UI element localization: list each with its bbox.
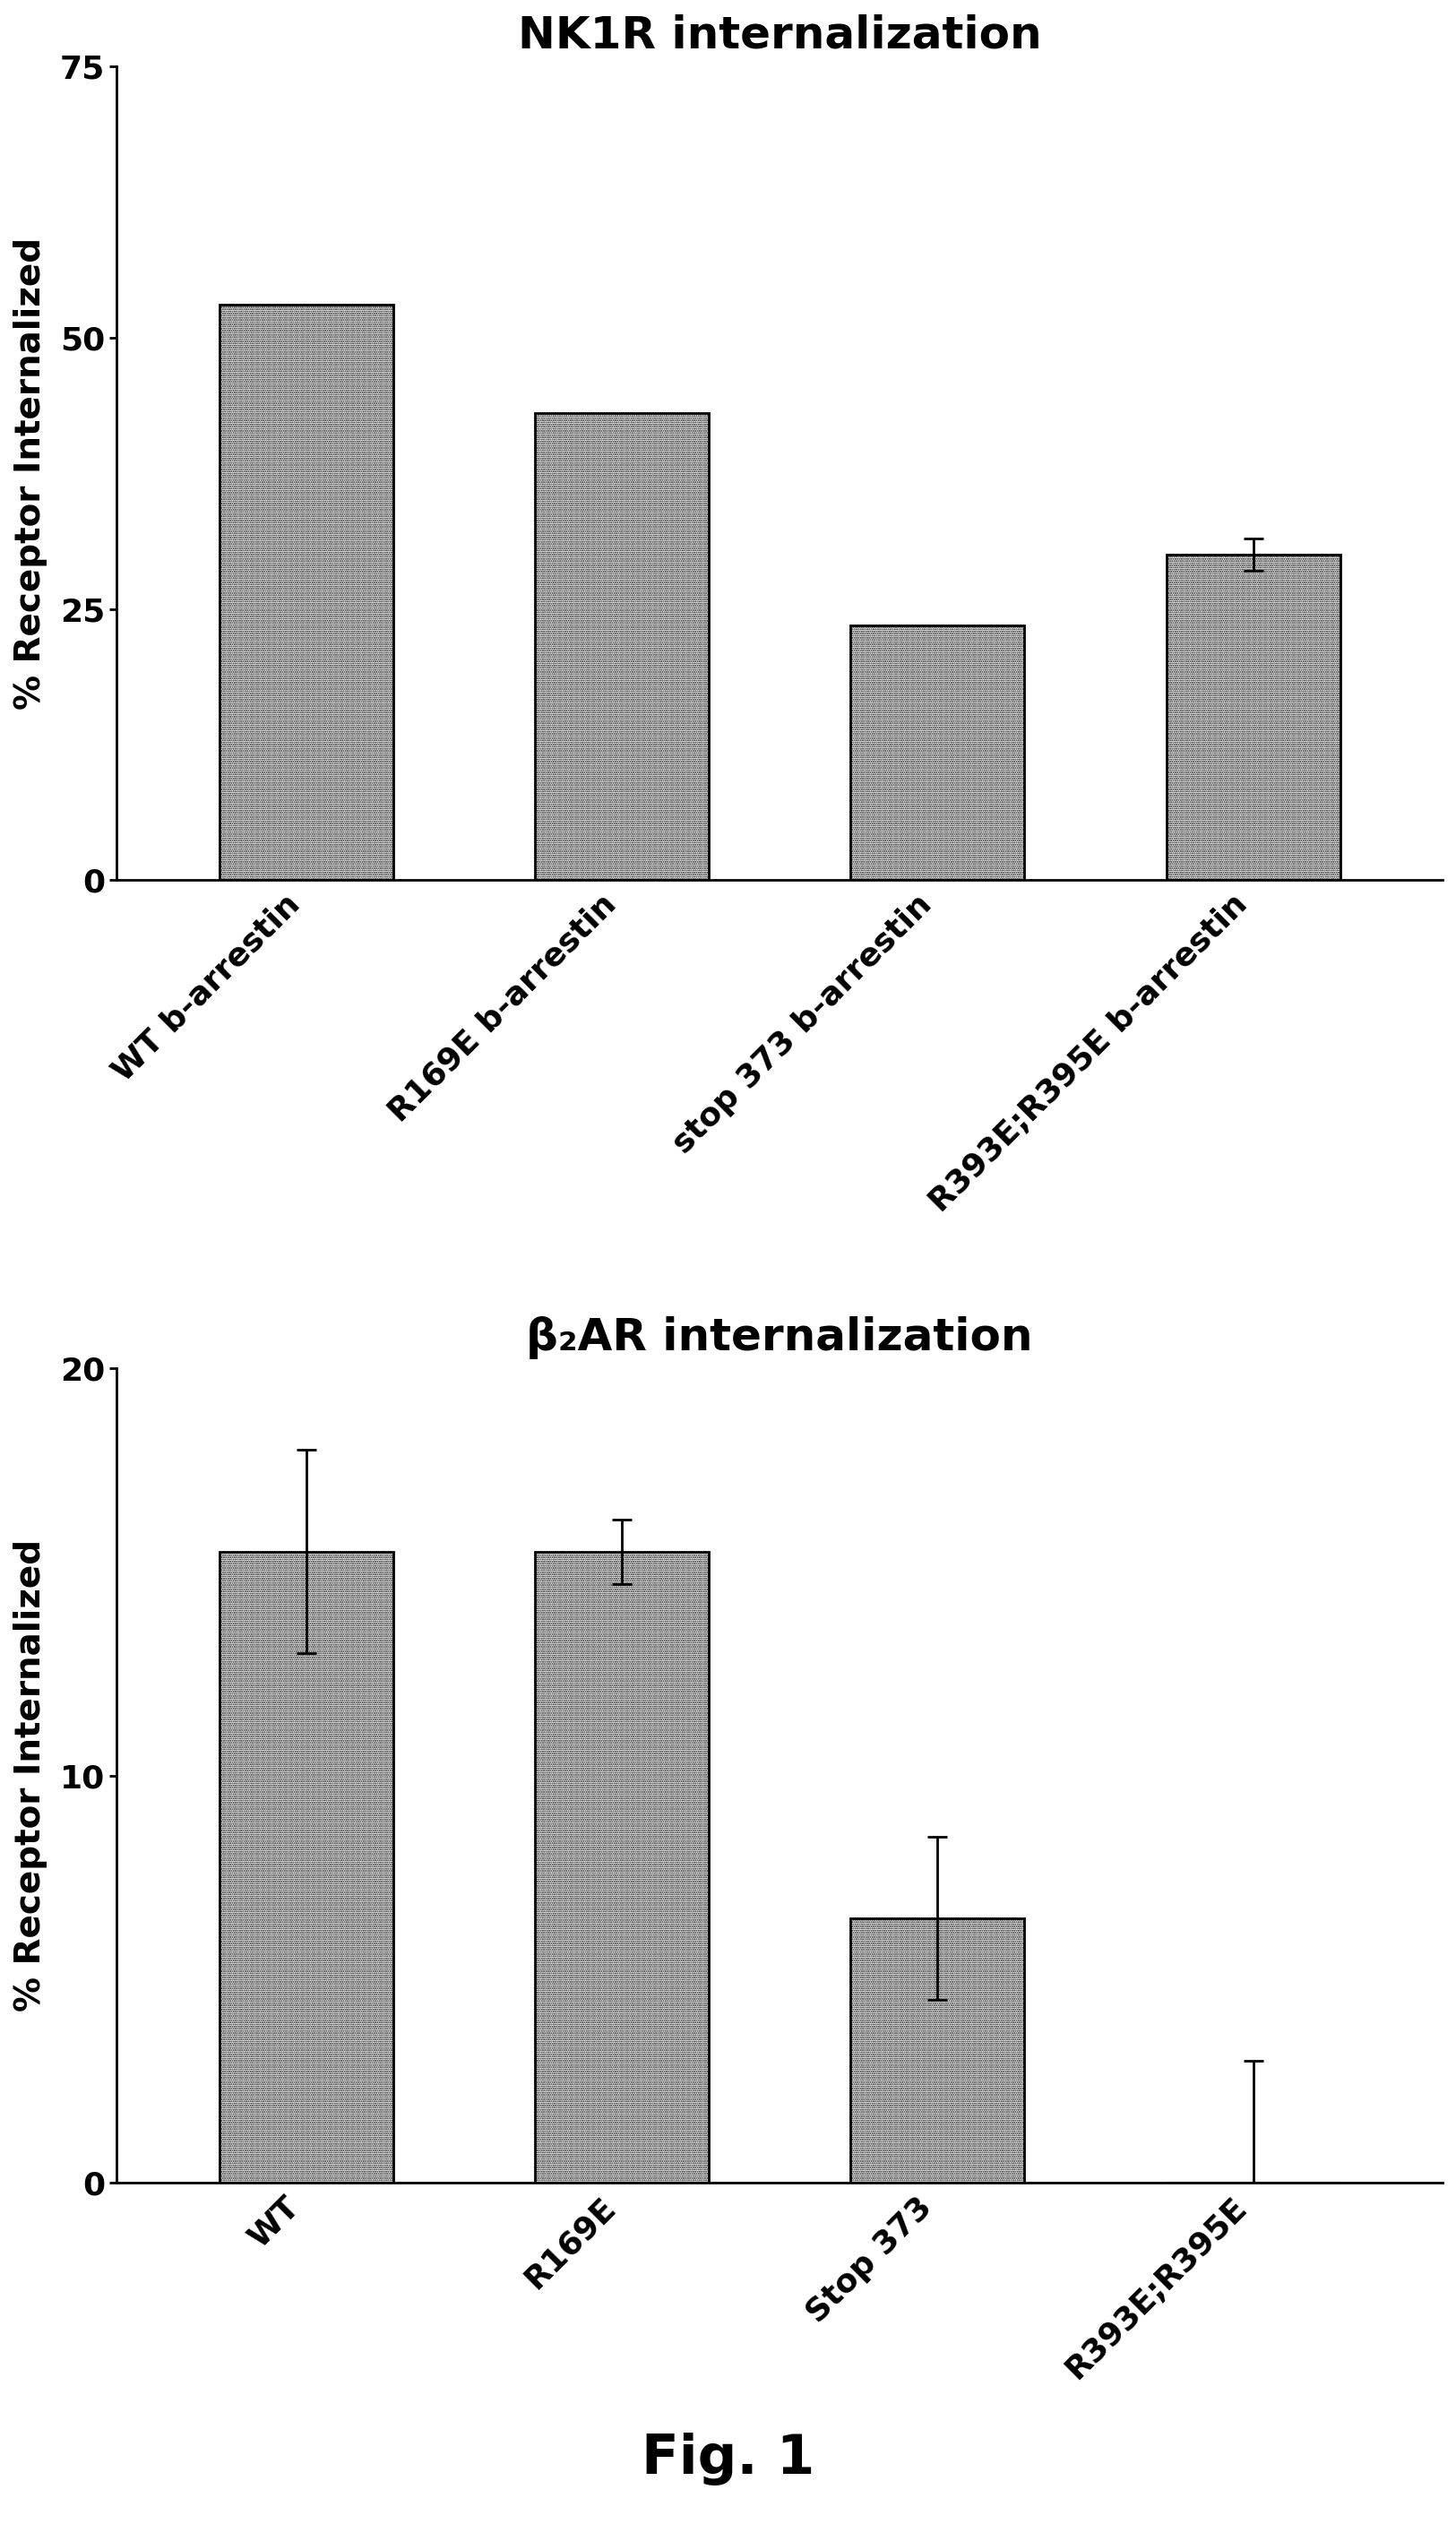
Bar (850, 1918, 1025, 2183)
Bar (1166, 555, 1340, 881)
Bar (534, 414, 709, 881)
Bar (534, 1552, 709, 2183)
Bar (850, 626, 1025, 881)
Y-axis label: % Receptor Internalized: % Receptor Internalized (13, 237, 48, 709)
Title: β₂AR internalization: β₂AR internalization (526, 1315, 1032, 1358)
Bar (220, 305, 393, 881)
Y-axis label: % Receptor Internalized: % Receptor Internalized (13, 1540, 48, 2012)
Text: Fig. 1: Fig. 1 (641, 2433, 815, 2486)
Title: NK1R internalization: NK1R internalization (518, 13, 1041, 56)
Bar (220, 1552, 393, 2183)
